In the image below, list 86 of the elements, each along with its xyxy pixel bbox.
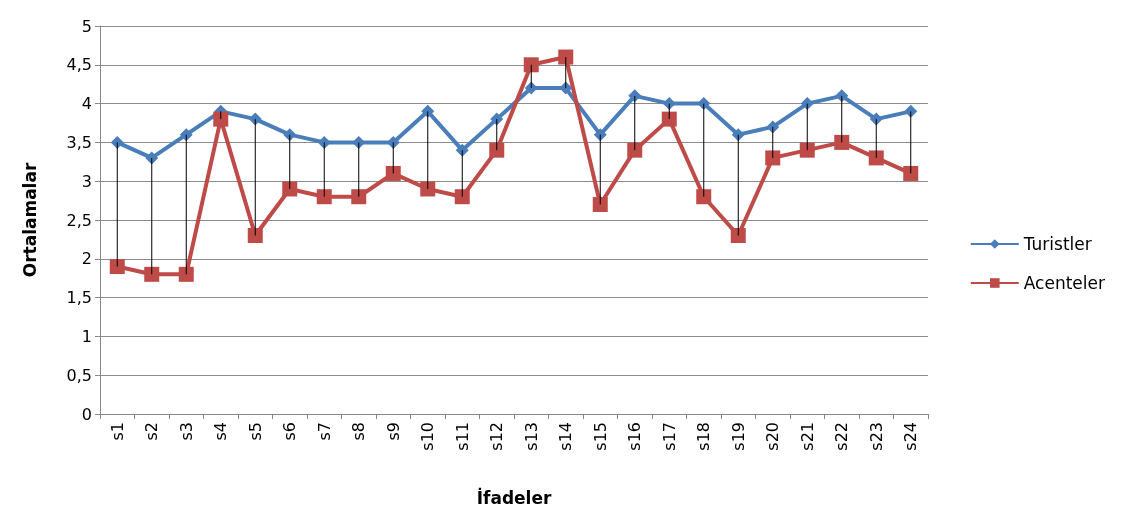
- x-tick-label: s13: [521, 422, 541, 451]
- x-tick-label: s14: [556, 422, 576, 451]
- point: [351, 189, 367, 205]
- point: [697, 97, 711, 111]
- x-tick-label: s3: [176, 422, 196, 441]
- point: [868, 150, 884, 166]
- point: [904, 104, 918, 118]
- point: [628, 89, 642, 103]
- point: [385, 165, 401, 181]
- x-tick-label: s16: [625, 422, 645, 451]
- x-tick-label: s11: [452, 422, 472, 451]
- y-tick-label: 1,5: [66, 288, 92, 308]
- point: [283, 128, 297, 142]
- point: [247, 228, 263, 244]
- x-tick-label: s7: [314, 422, 334, 441]
- x-tick-label: s17: [659, 422, 679, 451]
- point: [662, 97, 676, 111]
- point: [834, 134, 850, 150]
- y-tick-label: 0,5: [66, 365, 92, 385]
- legend-label: Turistler: [1022, 234, 1092, 254]
- point: [110, 135, 124, 149]
- x-tick-label: s24: [901, 422, 921, 451]
- x-tick-label: s21: [797, 422, 817, 451]
- x-tick-label: s19: [728, 422, 748, 451]
- y-axis-title: Ortalamalar: [19, 162, 40, 278]
- point: [179, 128, 193, 142]
- y-tick-label: 5: [81, 16, 92, 36]
- y-tick-label: 3,5: [66, 132, 92, 152]
- legend-label: Acenteler: [1023, 273, 1106, 293]
- x-tick-label: s23: [866, 422, 886, 451]
- point: [869, 112, 883, 126]
- x-axis-title: İfadeler: [476, 486, 552, 508]
- point: [765, 150, 781, 166]
- point: [421, 104, 435, 118]
- point: [592, 196, 608, 212]
- point: [766, 120, 780, 134]
- point: [317, 135, 331, 149]
- y-tick-label: 3: [81, 171, 92, 191]
- point: [455, 143, 469, 157]
- point: [386, 135, 400, 149]
- point: [696, 189, 712, 205]
- x-tick-label: s15: [590, 422, 610, 451]
- x-tick-label: s10: [418, 422, 438, 451]
- point: [799, 142, 815, 158]
- point: [558, 49, 574, 65]
- point: [731, 128, 745, 142]
- y-tick-label: 1: [81, 326, 92, 346]
- point: [523, 57, 539, 73]
- x-tick-label: s20: [763, 422, 783, 451]
- point: [627, 142, 643, 158]
- x-tick-label: s12: [487, 422, 507, 451]
- x-tick-label: s6: [280, 422, 300, 441]
- point: [454, 189, 470, 205]
- x-tick-label: s4: [211, 422, 231, 441]
- point: [144, 266, 160, 282]
- y-tick-label: 2: [81, 249, 92, 269]
- point: [282, 181, 298, 197]
- y-tick-label: 0: [81, 404, 92, 424]
- y-tick-label: 4,5: [66, 55, 92, 75]
- point: [420, 181, 436, 197]
- x-tick-label: s18: [694, 422, 714, 451]
- point: [524, 81, 538, 95]
- x-tick-label: s5: [245, 422, 265, 441]
- y-tick-label: 2,5: [66, 210, 92, 230]
- y-tick-label: 4: [81, 94, 92, 114]
- point: [109, 259, 125, 275]
- point: [490, 112, 504, 126]
- point: [489, 142, 505, 158]
- point: [213, 111, 229, 127]
- x-tick-label: s22: [832, 422, 852, 451]
- point: [248, 112, 262, 126]
- point: [178, 266, 194, 282]
- x-tick-label: s8: [349, 422, 369, 441]
- point: [145, 151, 159, 165]
- point: [559, 81, 573, 95]
- point: [316, 189, 332, 205]
- point: [903, 165, 919, 181]
- point: [730, 228, 746, 244]
- point: [800, 97, 814, 111]
- x-tick-label: s1: [107, 422, 127, 441]
- point: [661, 111, 677, 127]
- point: [593, 128, 607, 142]
- x-tick-label: s2: [142, 422, 162, 441]
- x-tick-label: s9: [383, 422, 403, 441]
- point: [352, 135, 366, 149]
- point: [835, 89, 849, 103]
